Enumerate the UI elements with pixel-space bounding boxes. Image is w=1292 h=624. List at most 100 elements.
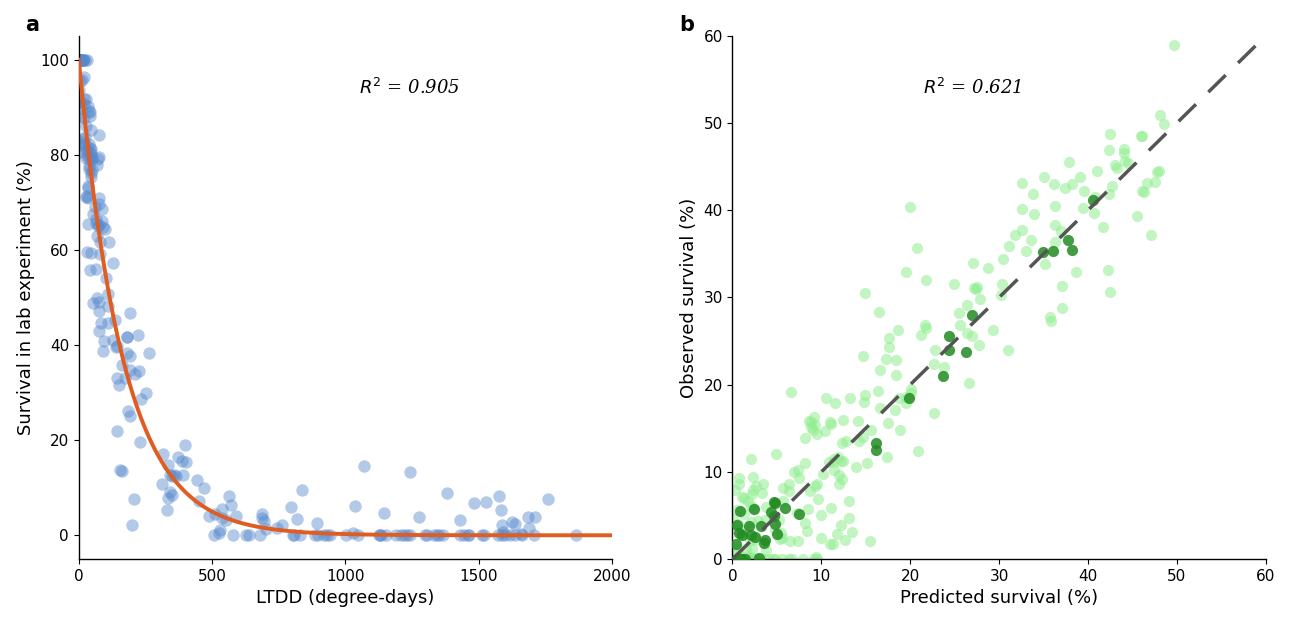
Point (839, 496, 859, 506)
Point (88, 200, 109, 210)
Point (252, 513, 273, 523)
Point (289, 530, 310, 540)
Point (253, 515, 274, 525)
Point (491, 530, 512, 540)
Point (273, 520, 293, 530)
Point (727, 554, 748, 564)
Point (125, 369, 146, 379)
Point (107, 426, 128, 436)
Point (68, 84, 89, 94)
Point (795, 457, 815, 467)
Point (860, 425, 881, 435)
Point (76, 94, 97, 104)
Point (780, 535, 801, 545)
Point (766, 529, 787, 539)
Point (81, 168, 102, 178)
Point (176, 440, 196, 450)
Point (429, 530, 450, 540)
Point (734, 493, 755, 503)
Point (212, 513, 233, 523)
Point (798, 504, 819, 514)
Point (1107, 163, 1128, 173)
Point (103, 335, 124, 345)
Point (252, 509, 273, 519)
Point (778, 479, 798, 489)
Point (1099, 287, 1120, 297)
Point (78, 145, 98, 155)
Point (1062, 245, 1083, 255)
Point (969, 295, 990, 305)
Point (1074, 186, 1094, 196)
Point (163, 470, 183, 480)
Point (116, 348, 137, 358)
Point (831, 520, 851, 530)
Point (119, 364, 140, 374)
Point (510, 529, 531, 539)
Point (1154, 119, 1174, 129)
Point (1099, 129, 1120, 139)
Point (738, 551, 758, 561)
Point (895, 398, 916, 408)
Point (80, 144, 101, 154)
Point (239, 530, 260, 540)
Point (283, 530, 304, 540)
Point (204, 509, 225, 519)
Point (129, 437, 150, 447)
Point (722, 554, 743, 564)
Point (832, 438, 853, 448)
Point (78, 150, 98, 160)
Point (76, 145, 97, 155)
Point (488, 491, 509, 501)
Point (1012, 225, 1032, 235)
Point (88, 326, 109, 336)
Point (1072, 203, 1093, 213)
Point (70, 76, 90, 86)
Point (317, 530, 337, 540)
Point (1105, 160, 1125, 170)
Point (748, 553, 769, 563)
Point (1044, 178, 1065, 188)
Point (1052, 303, 1072, 313)
Point (472, 530, 492, 540)
Point (744, 535, 765, 545)
Point (831, 456, 851, 466)
Point (71, 55, 92, 65)
Point (415, 530, 435, 540)
Point (80, 172, 101, 182)
Point (119, 351, 140, 361)
Point (79, 139, 99, 149)
Point (76, 154, 97, 163)
Point (517, 512, 537, 522)
Point (956, 328, 977, 338)
Point (119, 308, 140, 318)
Point (727, 520, 748, 530)
Point (89, 130, 110, 140)
Point (336, 530, 357, 540)
Point (80, 150, 101, 160)
Point (736, 544, 757, 553)
Point (744, 504, 765, 514)
Point (729, 554, 749, 564)
Point (916, 323, 937, 333)
Point (152, 449, 173, 459)
Point (1141, 230, 1162, 240)
Point (162, 490, 182, 500)
Point (114, 373, 134, 383)
Point (98, 237, 119, 247)
Point (88, 306, 109, 316)
Point (734, 525, 755, 535)
Point (89, 297, 110, 307)
Point (162, 471, 182, 481)
Point (731, 530, 752, 540)
Point (87, 160, 107, 170)
Point (1118, 158, 1138, 168)
Point (475, 497, 496, 507)
Point (765, 554, 786, 564)
Point (74, 140, 94, 150)
Point (806, 552, 827, 562)
Point (78, 101, 98, 111)
Point (74, 140, 94, 150)
Point (368, 530, 389, 540)
Point (386, 530, 407, 540)
Point (78, 183, 98, 193)
